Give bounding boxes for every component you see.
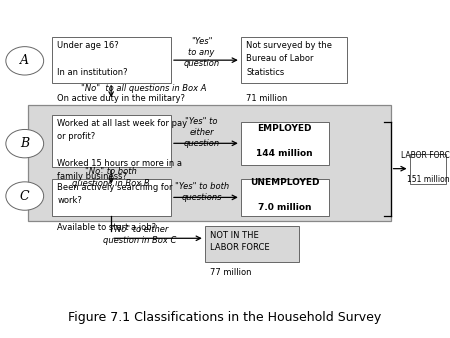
FancyBboxPatch shape [241, 37, 346, 83]
Text: UNEMPLOYED

7.0 million: UNEMPLOYED 7.0 million [250, 178, 320, 212]
Text: "No" to both
questions in Box B: "No" to both questions in Box B [72, 167, 150, 188]
Circle shape [6, 129, 44, 158]
Text: Worked at all last week for pay
or profit?

Worked 15 hours or more in a
family : Worked at all last week for pay or profi… [57, 119, 187, 181]
Text: NOT IN THE
LABOR FORCE

77 million: NOT IN THE LABOR FORCE 77 million [210, 231, 270, 277]
Text: "Yes" to both
questions: "Yes" to both questions [175, 182, 229, 202]
FancyBboxPatch shape [241, 122, 328, 165]
Circle shape [6, 47, 44, 75]
Circle shape [6, 182, 44, 210]
FancyBboxPatch shape [241, 179, 328, 216]
Text: A: A [20, 54, 29, 67]
Text: "No"  to all questions in Box A: "No" to all questions in Box A [81, 84, 207, 93]
Text: C: C [20, 190, 30, 202]
Text: Under age 16?

In an institution?

On active duty in the military?: Under age 16? In an institution? On acti… [57, 41, 185, 103]
Text: Been actively searching for
work?

Available to start a job?: Been actively searching for work? Availa… [57, 183, 173, 232]
FancyBboxPatch shape [28, 105, 391, 221]
Text: "No" to either
question in Box C: "No" to either question in Box C [103, 225, 176, 245]
Text: LABOR FORCE

151 million: LABOR FORCE 151 million [401, 151, 450, 184]
FancyBboxPatch shape [52, 37, 171, 83]
Text: Not surveyed by the
Bureau of Labor
Statistics

71 million: Not surveyed by the Bureau of Labor Stat… [246, 41, 332, 103]
FancyBboxPatch shape [52, 115, 171, 167]
Text: "Yes" to
either
question: "Yes" to either question [184, 117, 220, 148]
Text: B: B [20, 137, 29, 150]
Text: EMPLOYED

144 million: EMPLOYED 144 million [256, 124, 313, 158]
FancyBboxPatch shape [410, 154, 446, 184]
Text: "Yes"
to any
question: "Yes" to any question [184, 37, 220, 68]
Text: Figure 7.1 Classifications in the Household Survey: Figure 7.1 Classifications in the Househ… [68, 311, 382, 324]
FancyBboxPatch shape [205, 226, 299, 262]
FancyBboxPatch shape [52, 179, 171, 216]
